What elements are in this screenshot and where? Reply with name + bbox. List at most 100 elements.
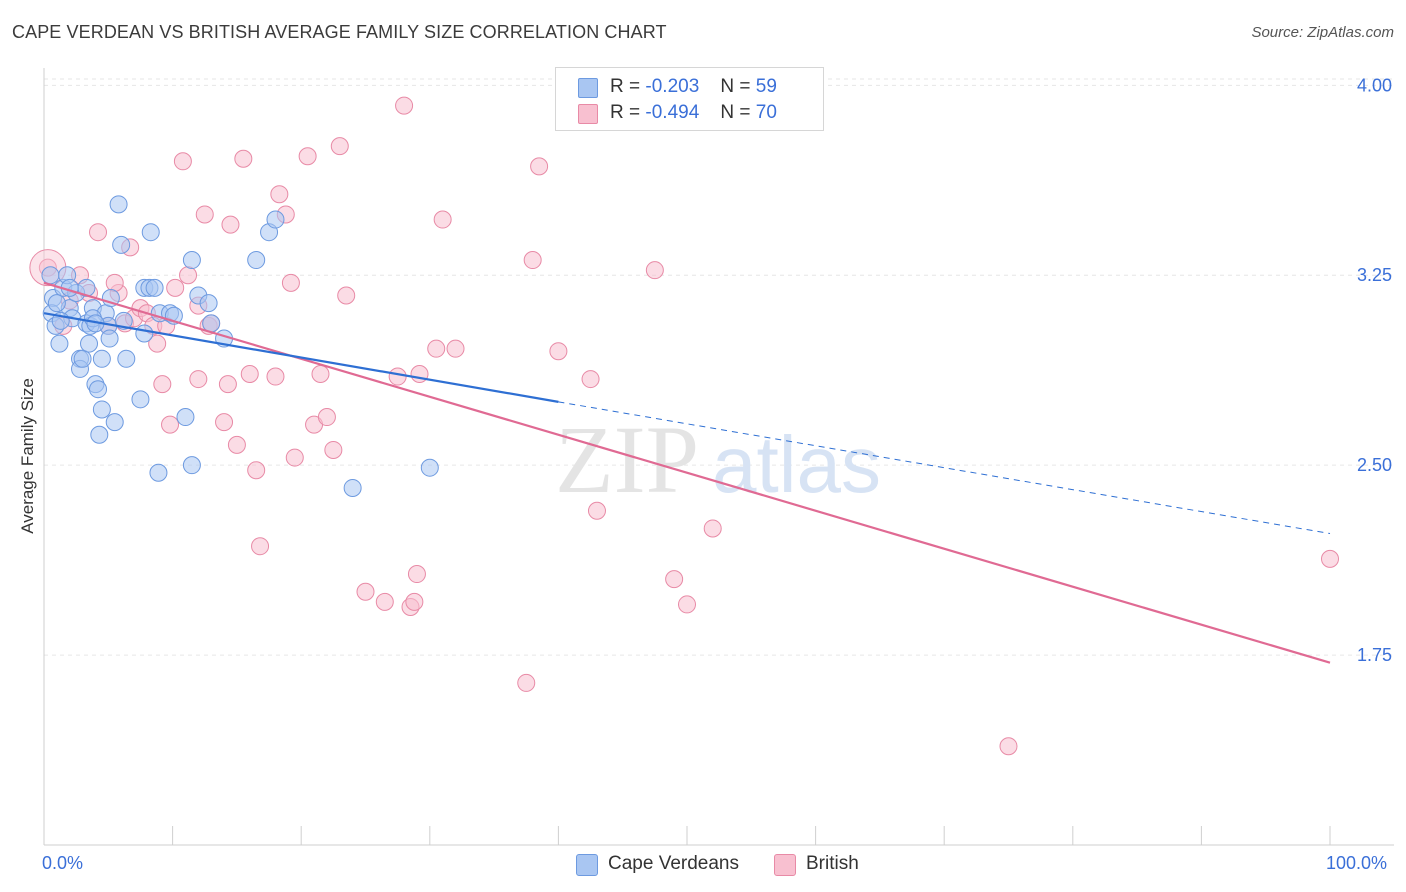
cape-verdean-point xyxy=(176,408,195,427)
cape-verdean-point xyxy=(135,324,154,343)
cape-verdean-point xyxy=(105,413,124,432)
bottom-legend-swatch-cape-verdeans xyxy=(576,854,598,876)
cape-verdean-point xyxy=(100,329,119,348)
n-label: N = xyxy=(720,102,751,123)
cape-verdean-point xyxy=(141,223,160,242)
y-tick-labels: 1.75 2.50 3.25 4.00 xyxy=(1357,75,1392,665)
n-value-cape-verdeans: 59 xyxy=(755,76,777,97)
british-point xyxy=(587,501,606,520)
british-point xyxy=(407,565,426,584)
cape-verdean-point xyxy=(182,456,201,475)
british-point xyxy=(549,342,568,361)
british-point xyxy=(189,370,208,389)
legend-text-cape-verdeans: R = -0.203 N = 59 xyxy=(610,76,777,98)
british-point xyxy=(161,415,180,434)
cape-verdean-point xyxy=(343,478,362,497)
british-point xyxy=(1321,549,1339,568)
watermark: ZIP atlas xyxy=(555,406,881,513)
watermark-atlas: atlas xyxy=(712,420,881,509)
bottom-legend-label-cape-verdeans: Cape Verdeans xyxy=(608,853,739,874)
british-point xyxy=(234,149,253,168)
legend-swatch-cape-verdeans xyxy=(578,78,598,98)
british-point xyxy=(523,251,542,270)
british-point xyxy=(517,673,536,692)
british-point xyxy=(375,592,394,611)
cape-verdean-point xyxy=(92,400,111,419)
british-point xyxy=(179,266,198,285)
british-point xyxy=(645,261,664,280)
british-point xyxy=(227,435,246,454)
british-point xyxy=(395,96,414,115)
cape-verdean-point xyxy=(131,390,150,409)
x-tick-label-max: 100.0% xyxy=(1326,853,1388,873)
british-point xyxy=(999,737,1018,756)
british-point xyxy=(266,367,285,386)
british-point xyxy=(251,537,270,556)
british-point xyxy=(281,273,300,292)
cape-verdean-point xyxy=(182,251,201,270)
n-label: N = xyxy=(720,76,751,97)
british-point xyxy=(105,273,124,292)
cape-verdean-point xyxy=(112,235,131,254)
cape-verdean-point xyxy=(149,463,168,482)
british-point xyxy=(446,339,465,358)
x-tick-label-min: 0.0% xyxy=(42,853,84,873)
british-point xyxy=(433,210,452,229)
n-value-british: 70 xyxy=(755,102,777,123)
british-point xyxy=(148,334,167,353)
axes xyxy=(43,68,1394,846)
bottom-legend-label-british: British xyxy=(806,853,859,874)
cape-verdean-point xyxy=(92,349,111,368)
british-point xyxy=(356,582,375,601)
cape-verdean-point xyxy=(117,349,136,368)
british-point xyxy=(285,448,304,467)
british-point xyxy=(703,519,722,538)
cape-verdean-point xyxy=(109,195,128,214)
british-point xyxy=(166,278,185,297)
cape-verdean-point xyxy=(90,425,109,444)
r-label: R = xyxy=(610,76,641,97)
cape-verdean-point xyxy=(41,266,60,285)
cape-verdean-point xyxy=(73,349,92,368)
cape-verdean-point xyxy=(266,210,285,229)
cape-verdean-point xyxy=(114,311,133,330)
r-label: R = xyxy=(610,102,641,123)
cape-verdean-point xyxy=(145,278,164,297)
cape-verdean-point xyxy=(247,251,266,270)
stats-legend: R = -0.203 N = 59 R = -0.494 N = 70 xyxy=(555,67,824,131)
cape-verdean-point xyxy=(199,294,218,313)
cape-verdean-point xyxy=(202,314,221,333)
british-point xyxy=(218,375,237,394)
british-point xyxy=(247,461,266,480)
legend-swatch-british xyxy=(578,104,598,124)
british-point xyxy=(405,592,424,611)
y-tick-label: 2.50 xyxy=(1357,455,1392,475)
y-axis-title: Average Family Size xyxy=(18,378,37,534)
british-point xyxy=(530,157,549,176)
cape-verdean-point xyxy=(47,294,66,313)
british-point xyxy=(581,370,600,389)
british-point xyxy=(240,365,259,383)
cape-verdean-point xyxy=(50,334,69,353)
british-point xyxy=(678,595,696,614)
british-point xyxy=(388,367,407,386)
source-label: Source: ZipAtlas.com xyxy=(1251,24,1394,41)
british-point xyxy=(89,223,108,242)
british-point xyxy=(221,215,240,234)
british-point xyxy=(153,375,172,394)
british-point xyxy=(427,339,446,358)
british-point xyxy=(298,147,317,166)
trend-line-cape-verdeans xyxy=(43,312,559,403)
bottom-legend-swatch-british xyxy=(774,854,796,876)
y-tick-label: 3.25 xyxy=(1357,265,1392,285)
y-tick-label: 1.75 xyxy=(1357,645,1392,665)
cape-verdean-point xyxy=(420,458,439,477)
chart-title: CAPE VERDEAN VS BRITISH AVERAGE FAMILY S… xyxy=(12,22,667,42)
r-value-cape-verdeans: -0.203 xyxy=(645,76,700,97)
british-point xyxy=(311,365,330,383)
cape-verdean-point xyxy=(80,334,99,353)
trend-line-british xyxy=(43,281,1331,664)
y-tick-label: 4.00 xyxy=(1357,75,1392,95)
british-point xyxy=(317,408,336,427)
